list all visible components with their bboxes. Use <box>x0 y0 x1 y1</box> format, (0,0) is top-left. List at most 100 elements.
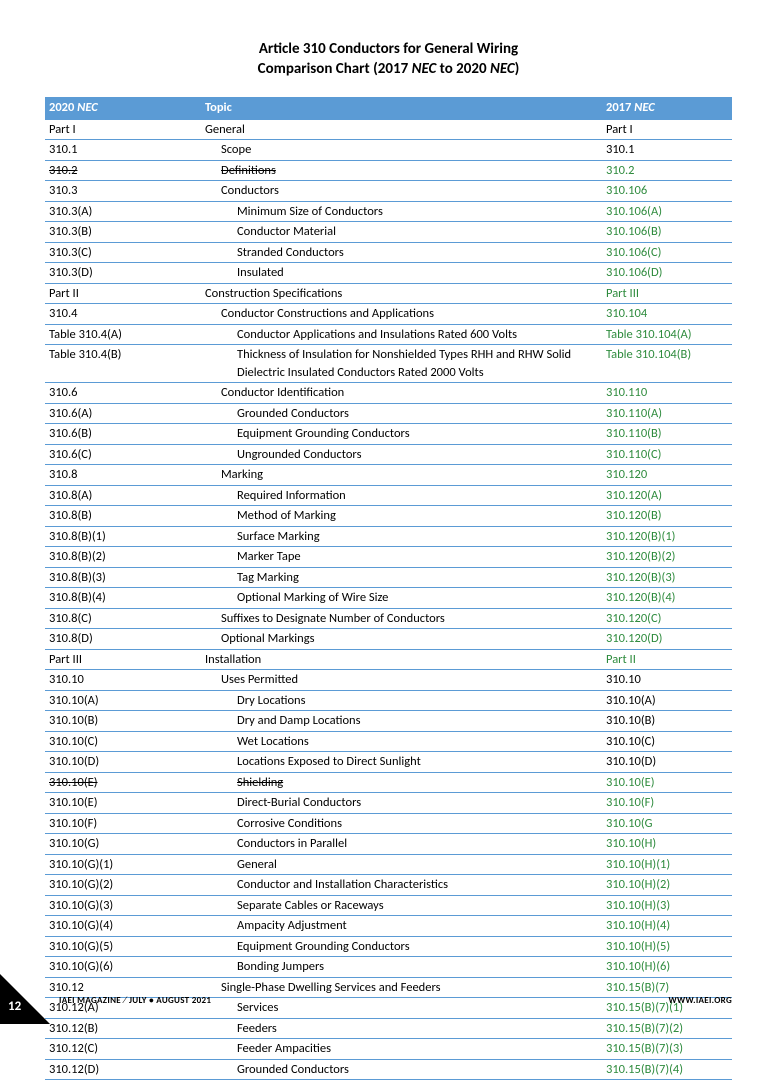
cell-2017: 310.10(E) <box>602 772 732 793</box>
cell-2020: 310.8(B) <box>45 506 175 527</box>
cell-2017: 310.120(B)(3) <box>602 567 732 588</box>
cell-topic: Conductor Identification <box>175 383 602 404</box>
page-number: 12 <box>8 999 21 1014</box>
cell-topic: Suffixes to Designate Number of Conducto… <box>175 608 602 629</box>
cell-topic: Uses Permitted <box>175 670 602 691</box>
cell-topic: General <box>175 119 602 140</box>
table-row: 310.12(C)Feeder Ampacities310.15(B)(7)(3… <box>45 1039 732 1060</box>
title-line-1: Article 310 Conductors for General Wirin… <box>45 40 732 60</box>
table-row: 310.10(E)Direct-Burial Conductors310.10(… <box>45 793 732 814</box>
cell-2020: 310.6 <box>45 383 175 404</box>
cell-2017: 310.2 <box>602 160 732 181</box>
cell-topic: Conductor Constructions and Applications <box>175 304 602 325</box>
cell-topic: Optional Markings <box>175 629 602 650</box>
cell-topic: Marking <box>175 465 602 486</box>
cell-2017: 310.106(B) <box>602 222 732 243</box>
table-header-row: 2020 NEC Topic 2017 NEC <box>45 97 732 119</box>
cell-topic: Conductors in Parallel <box>175 834 602 855</box>
cell-2017: 310.104 <box>602 304 732 325</box>
cell-2020: 310.10(E) <box>45 793 175 814</box>
table-row: 310.4Conductor Constructions and Applica… <box>45 304 732 325</box>
page-title: Article 310 Conductors for General Wirin… <box>45 40 732 79</box>
table-row: 310.10(G)(1)General310.10(H)(1) <box>45 854 732 875</box>
cell-2020: 310.10(D) <box>45 752 175 773</box>
cell-2020: 310.1 <box>45 140 175 161</box>
table-row: 310.12(D)Grounded Conductors310.15(B)(7)… <box>45 1059 732 1080</box>
cell-2017: Table 310.104(B) <box>602 345 732 383</box>
cell-2017: 310.10(B) <box>602 711 732 732</box>
table-row: 310.10(G)(3)Separate Cables or Raceways3… <box>45 895 732 916</box>
cell-2017: 310.15(B)(7)(2) <box>602 1018 732 1039</box>
cell-2020: 310.10(G)(3) <box>45 895 175 916</box>
cell-2017: 310.10(H)(6) <box>602 957 732 978</box>
cell-2020: Part III <box>45 649 175 670</box>
cell-2020: 310.12(C) <box>45 1039 175 1060</box>
table-row: 310.3Conductors310.106 <box>45 181 732 202</box>
cell-2020: 310.8(B)(3) <box>45 567 175 588</box>
cell-topic: Corrosive Conditions <box>175 813 602 834</box>
cell-2020: 310.10(C) <box>45 731 175 752</box>
table-row: 310.8(C)Suffixes to Designate Number of … <box>45 608 732 629</box>
header-topic: Topic <box>175 97 602 119</box>
cell-2017: 310.106 <box>602 181 732 202</box>
cell-2017: 310.10(C) <box>602 731 732 752</box>
cell-2020: 310.3 <box>45 181 175 202</box>
cell-topic: Equipment Grounding Conductors <box>175 424 602 445</box>
table-row: 310.2Definitions310.2 <box>45 160 732 181</box>
cell-2017: 310.10(H) <box>602 834 732 855</box>
cell-2020: 310.8(D) <box>45 629 175 650</box>
cell-topic: Wet Locations <box>175 731 602 752</box>
cell-2020: 310.2 <box>45 160 175 181</box>
cell-2017: 310.10(A) <box>602 690 732 711</box>
cell-2020: 310.3(D) <box>45 263 175 284</box>
cell-topic: Optional Marking of Wire Size <box>175 588 602 609</box>
comparison-table: 2020 NEC Topic 2017 NEC Part IGeneralPar… <box>45 97 732 1080</box>
table-row: 310.10(B)Dry and Damp Locations310.10(B) <box>45 711 732 732</box>
cell-2020: 310.12(B) <box>45 1018 175 1039</box>
cell-2017: Part III <box>602 283 732 304</box>
cell-2020: 310.10(F) <box>45 813 175 834</box>
cell-2020: 310.4 <box>45 304 175 325</box>
cell-2017: 310.110 <box>602 383 732 404</box>
header-2020: 2020 NEC <box>45 97 175 119</box>
table-row: 310.10(G)(4)Ampacity Adjustment310.10(H)… <box>45 916 732 937</box>
cell-topic: Conductor and Installation Characteristi… <box>175 875 602 896</box>
table-row: 310.10(G)(5)Equipment Grounding Conducto… <box>45 936 732 957</box>
cell-topic: Grounded Conductors <box>175 403 602 424</box>
cell-2017: 310.106(D) <box>602 263 732 284</box>
cell-2020: 310.8 <box>45 465 175 486</box>
header-2017: 2017 NEC <box>602 97 732 119</box>
table-row: 310.10(F)Corrosive Conditions310.10(G <box>45 813 732 834</box>
cell-topic: Ungrounded Conductors <box>175 444 602 465</box>
table-row: 310.8(B)(2)Marker Tape310.120(B)(2) <box>45 547 732 568</box>
cell-2020: 310.8(B)(4) <box>45 588 175 609</box>
cell-2020: Part I <box>45 119 175 140</box>
cell-topic: Feeder Ampacities <box>175 1039 602 1060</box>
cell-2017: 310.1 <box>602 140 732 161</box>
cell-topic: Thickness of Insulation for Nonshielded … <box>175 345 602 383</box>
cell-topic: Scope <box>175 140 602 161</box>
cell-2020: 310.8(B)(2) <box>45 547 175 568</box>
cell-topic: Stranded Conductors <box>175 242 602 263</box>
table-row: 310.8(D)Optional Markings310.120(D) <box>45 629 732 650</box>
cell-topic: Method of Marking <box>175 506 602 527</box>
cell-2017: 310.120(C) <box>602 608 732 629</box>
cell-2020: 310.10(A) <box>45 690 175 711</box>
title-line-2: Comparison Chart (2017 NEC to 2020 NEC) <box>45 60 732 80</box>
cell-topic: Locations Exposed to Direct Sunlight <box>175 752 602 773</box>
cell-2017: 310.110(C) <box>602 444 732 465</box>
cell-topic: Separate Cables or Raceways <box>175 895 602 916</box>
cell-2020: 310.6(A) <box>45 403 175 424</box>
cell-2020: Table 310.4(B) <box>45 345 175 383</box>
cell-2017: 310.10(H)(5) <box>602 936 732 957</box>
cell-2017: 310.120(B)(1) <box>602 526 732 547</box>
cell-topic: Grounded Conductors <box>175 1059 602 1080</box>
cell-2017: 310.120(A) <box>602 485 732 506</box>
cell-topic: General <box>175 854 602 875</box>
cell-topic: Installation <box>175 649 602 670</box>
cell-topic: Equipment Grounding Conductors <box>175 936 602 957</box>
cell-2020: 310.8(B)(1) <box>45 526 175 547</box>
cell-topic: Construction Specifications <box>175 283 602 304</box>
table-row: Table 310.4(B)Thickness of Insulation fo… <box>45 345 732 383</box>
cell-2017: 310.120(B) <box>602 506 732 527</box>
